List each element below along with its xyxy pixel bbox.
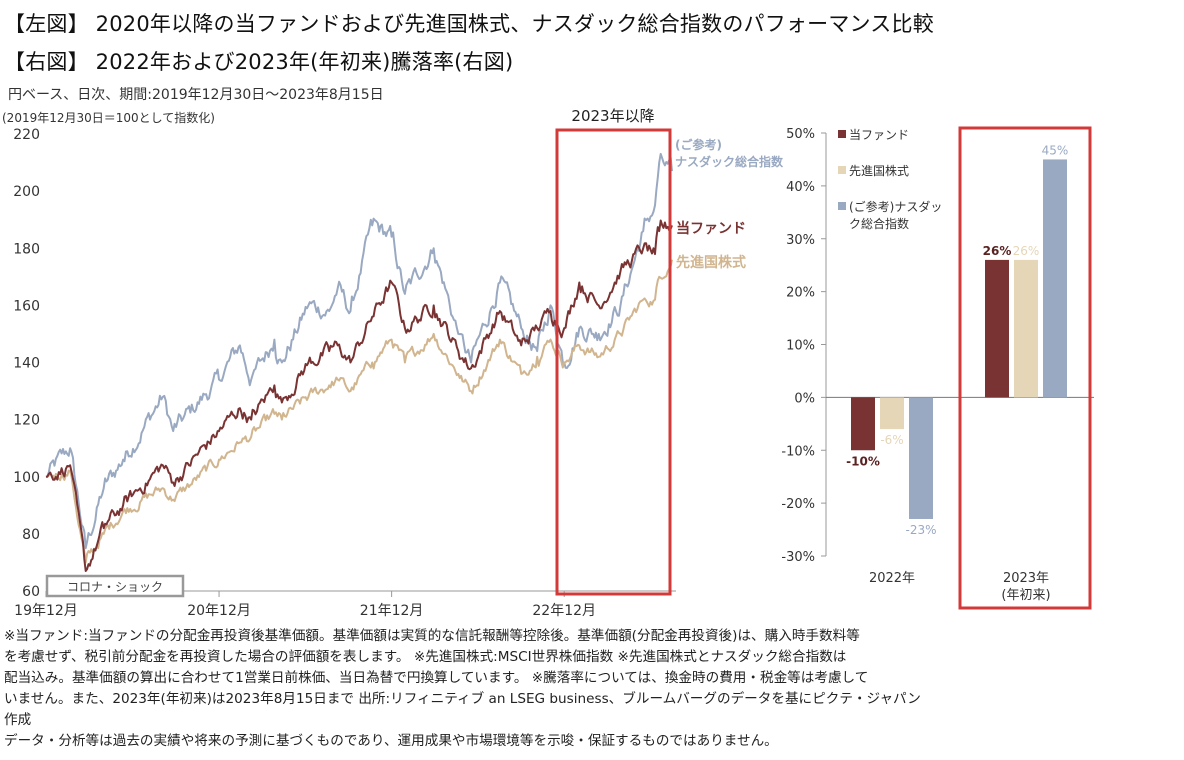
- bar-value-label: -10%: [846, 454, 880, 468]
- bar-value-label: 45%: [1042, 143, 1069, 157]
- footnote-line: を考慮せず、税引前分配金を再投資した場合の評価額を表します。 ※先進国株式:MS…: [4, 649, 847, 665]
- y-tick-label: 100: [13, 470, 40, 486]
- highlight-box-2023: [555, 128, 672, 596]
- footnote: ※当ファンド:当ファンドの分配金再投資後基準価額。基準価額は実質的な信託報酬等控…: [4, 626, 1180, 752]
- series-line: [45, 259, 673, 564]
- bar-y-tick-label: 40%: [786, 180, 815, 195]
- bar: [851, 397, 875, 451]
- annotation-box: [45, 574, 185, 598]
- chart-title-right: 【右図】 2022年および2023年(年初来)騰落率(右図): [4, 50, 514, 74]
- x-tick-label: 19年12月: [14, 603, 78, 619]
- series-label-fund: 当ファンド: [676, 220, 746, 237]
- bar: [985, 259, 1009, 398]
- bar-y-tick-label: 50%: [786, 127, 815, 142]
- bar: [909, 397, 933, 519]
- series-line: [45, 152, 673, 550]
- footnote-line: 作成: [4, 712, 32, 728]
- bar: [1014, 259, 1038, 398]
- legend-swatch: [838, 202, 846, 210]
- bar-value-label: -6%: [880, 433, 903, 447]
- bar-value-label: 26%: [983, 244, 1012, 258]
- bar-y-tick-label: -20%: [781, 497, 815, 512]
- bar-y-tick-label: 0%: [794, 391, 815, 406]
- bar: [1043, 159, 1067, 398]
- series-label-dm: 先進国株式: [676, 254, 746, 271]
- legend-label: 当ファンド: [849, 128, 909, 142]
- series-label-nasdaq: ナスダック総合指数: [675, 154, 784, 169]
- footnote-line: 配当込み。基準価額の算出に合わせて1営業日前株価、当日為替で円換算しています。 …: [4, 670, 869, 686]
- legend-label: (ご参考)ナスダッ: [849, 199, 942, 214]
- charts-canvas: (2019年12月30日＝100として指数化) 60 80 100 120 140 160 1…: [2, 107, 1094, 619]
- legend-label: ク総合指数: [849, 216, 909, 231]
- y-tick-label: 120: [13, 413, 40, 429]
- series-label-nasdaq: (ご参考): [675, 137, 722, 152]
- bar-y-tick-label: 10%: [786, 339, 815, 354]
- y-tick-label: 200: [13, 184, 40, 200]
- bar: [880, 397, 904, 430]
- chart-subtitle: 円ベース、日次、期間:2019年12月30日～2023年8月15日: [8, 87, 384, 103]
- bar-category-label: (年初来): [1001, 588, 1050, 603]
- x-tick-label: 20年12月: [187, 603, 251, 619]
- y-tick-label: 160: [13, 298, 40, 314]
- y-tick-label: 180: [13, 241, 40, 257]
- footnote-line: ※当ファンド:当ファンドの分配金再投資後基準価額。基準価額は実質的な信託報酬等控…: [4, 628, 860, 644]
- y-tick-label: 80: [22, 527, 40, 543]
- legend-swatch: [838, 130, 846, 138]
- legend-swatch: [838, 166, 846, 174]
- highlight-label: 2023年以降: [571, 107, 654, 125]
- bar-y-tick-label: 20%: [786, 286, 815, 301]
- legend-label: 先進国株式: [849, 163, 909, 178]
- y-tick-label: 220: [13, 127, 40, 143]
- bar-category-label: 2023年: [1003, 571, 1049, 586]
- footnote-line: いません。また、2023年(年初来)は2023年8月15日まで 出所:リフィニテ…: [4, 691, 921, 707]
- y-tick-label: 60: [22, 584, 40, 600]
- footnote-line: データ・分析等は過去の実績や将来の予測に基づくものであり、運用成果や市場環境等を…: [4, 733, 778, 749]
- y-tick-label: 140: [13, 356, 40, 372]
- chart-title-left: 【左図】 2020年以降の当ファンドおよび先進国株式、ナスダック総合指数のパフォ…: [4, 12, 934, 36]
- x-tick-label: 22年12月: [532, 603, 596, 619]
- annotation-label: コロナ・ショック: [67, 580, 163, 594]
- series-line: [45, 219, 673, 572]
- bar-highlight-box: [958, 126, 1092, 610]
- bar-value-label: 26%: [1013, 244, 1040, 258]
- bar-category-label: 2022年: [869, 571, 915, 586]
- bar-y-tick-label: -30%: [781, 550, 815, 565]
- y-axis-label: (2019年12月30日＝100として指数化): [2, 110, 215, 125]
- x-tick-label: 21年12月: [360, 603, 424, 619]
- bar-value-label: -23%: [905, 523, 936, 537]
- bar-y-tick-label: 30%: [786, 233, 815, 248]
- bar-y-tick-label: -10%: [781, 444, 815, 459]
